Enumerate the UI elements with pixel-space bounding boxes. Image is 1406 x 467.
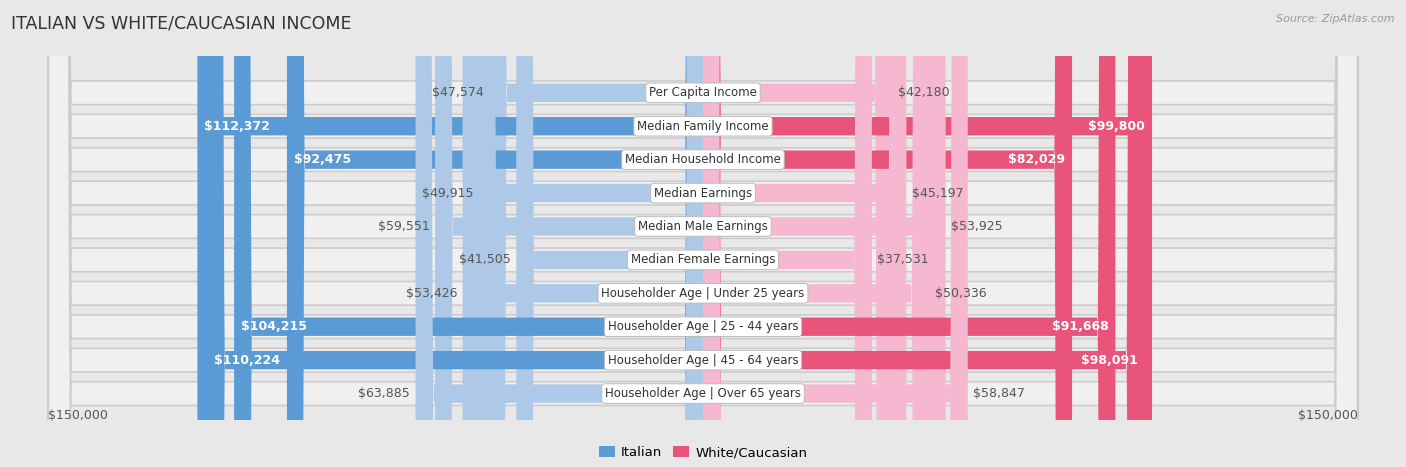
Text: $104,215: $104,215 — [240, 320, 307, 333]
Text: Householder Age | Over 65 years: Householder Age | Over 65 years — [605, 387, 801, 400]
FancyBboxPatch shape — [416, 0, 703, 467]
FancyBboxPatch shape — [434, 0, 703, 467]
Text: $45,197: $45,197 — [911, 186, 963, 199]
FancyBboxPatch shape — [463, 0, 703, 467]
FancyBboxPatch shape — [235, 0, 703, 467]
Text: ITALIAN VS WHITE/CAUCASIAN INCOME: ITALIAN VS WHITE/CAUCASIAN INCOME — [11, 14, 352, 32]
FancyBboxPatch shape — [703, 0, 893, 467]
Text: Median Earnings: Median Earnings — [654, 186, 752, 199]
FancyBboxPatch shape — [703, 0, 1152, 467]
FancyBboxPatch shape — [516, 0, 703, 467]
FancyBboxPatch shape — [703, 0, 1115, 467]
Text: $53,426: $53,426 — [406, 287, 457, 300]
Text: $150,000: $150,000 — [48, 409, 108, 422]
Text: $92,475: $92,475 — [294, 153, 352, 166]
Text: $110,224: $110,224 — [214, 354, 280, 367]
FancyBboxPatch shape — [703, 0, 929, 467]
FancyBboxPatch shape — [48, 0, 1358, 467]
FancyBboxPatch shape — [489, 0, 703, 467]
FancyBboxPatch shape — [478, 0, 703, 467]
Text: Median Household Income: Median Household Income — [626, 153, 780, 166]
FancyBboxPatch shape — [703, 0, 946, 467]
FancyBboxPatch shape — [197, 0, 703, 467]
Text: $59,551: $59,551 — [378, 220, 430, 233]
Text: Median Female Earnings: Median Female Earnings — [631, 254, 775, 266]
FancyBboxPatch shape — [48, 0, 1358, 467]
FancyBboxPatch shape — [287, 0, 703, 467]
Text: Householder Age | 25 - 44 years: Householder Age | 25 - 44 years — [607, 320, 799, 333]
Text: $41,505: $41,505 — [460, 254, 510, 266]
Text: $91,668: $91,668 — [1052, 320, 1109, 333]
FancyBboxPatch shape — [48, 0, 1358, 467]
FancyBboxPatch shape — [703, 0, 907, 467]
FancyBboxPatch shape — [48, 0, 1358, 467]
Text: $98,091: $98,091 — [1081, 354, 1137, 367]
FancyBboxPatch shape — [48, 0, 1358, 467]
FancyBboxPatch shape — [703, 0, 967, 467]
Text: $150,000: $150,000 — [1298, 409, 1358, 422]
Text: Householder Age | 45 - 64 years: Householder Age | 45 - 64 years — [607, 354, 799, 367]
Legend: Italian, White/Caucasian: Italian, White/Caucasian — [593, 441, 813, 465]
Text: $99,800: $99,800 — [1088, 120, 1146, 133]
FancyBboxPatch shape — [48, 0, 1358, 467]
Text: Householder Age | Under 25 years: Householder Age | Under 25 years — [602, 287, 804, 300]
Text: $58,847: $58,847 — [973, 387, 1025, 400]
Text: $47,574: $47,574 — [432, 86, 484, 99]
Text: $82,029: $82,029 — [1008, 153, 1066, 166]
FancyBboxPatch shape — [48, 0, 1358, 467]
Text: Source: ZipAtlas.com: Source: ZipAtlas.com — [1277, 14, 1395, 24]
Text: $42,180: $42,180 — [898, 86, 950, 99]
Text: $112,372: $112,372 — [204, 120, 270, 133]
FancyBboxPatch shape — [207, 0, 703, 467]
FancyBboxPatch shape — [703, 0, 1071, 467]
FancyBboxPatch shape — [703, 0, 872, 467]
Text: $53,925: $53,925 — [950, 220, 1002, 233]
FancyBboxPatch shape — [48, 0, 1358, 467]
FancyBboxPatch shape — [48, 0, 1358, 467]
Text: Median Family Income: Median Family Income — [637, 120, 769, 133]
Text: $37,531: $37,531 — [877, 254, 929, 266]
FancyBboxPatch shape — [703, 0, 1144, 467]
FancyBboxPatch shape — [48, 0, 1358, 467]
Text: $63,885: $63,885 — [359, 387, 411, 400]
Text: Median Male Earnings: Median Male Earnings — [638, 220, 768, 233]
Text: Per Capita Income: Per Capita Income — [650, 86, 756, 99]
Text: $49,915: $49,915 — [422, 186, 472, 199]
Text: $50,336: $50,336 — [935, 287, 987, 300]
